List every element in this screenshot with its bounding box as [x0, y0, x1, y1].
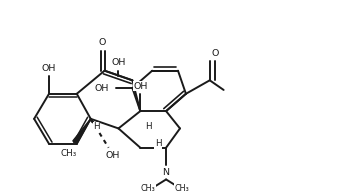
Text: OH: OH	[105, 151, 120, 160]
Text: O: O	[99, 38, 106, 47]
Text: OH: OH	[133, 82, 148, 91]
Text: OH: OH	[111, 58, 126, 68]
Text: H: H	[93, 122, 100, 131]
Text: O: O	[211, 49, 218, 58]
Text: CH₃: CH₃	[61, 149, 77, 158]
Text: H: H	[145, 122, 152, 131]
Text: CH₃: CH₃	[175, 184, 189, 193]
Text: OH: OH	[94, 83, 109, 93]
Text: OH: OH	[42, 64, 56, 73]
Text: CH₃: CH₃	[141, 184, 156, 193]
Text: N: N	[162, 168, 170, 177]
Polygon shape	[73, 119, 91, 144]
Text: H: H	[155, 139, 161, 148]
